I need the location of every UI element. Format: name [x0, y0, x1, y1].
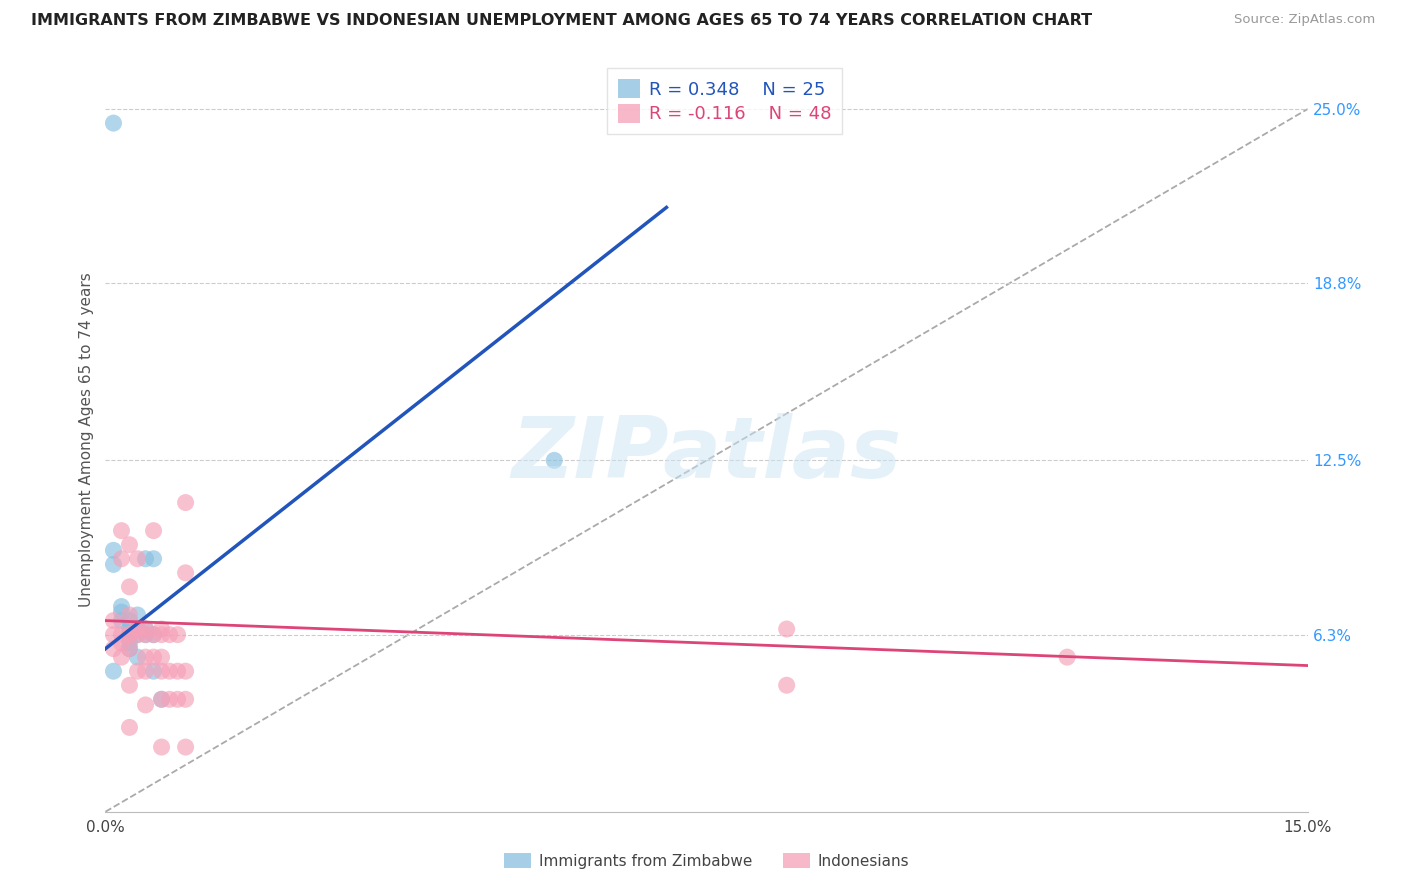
- Point: [127, 627, 149, 641]
- Point: [166, 664, 188, 678]
- Point: [110, 599, 132, 614]
- Point: [103, 558, 125, 572]
- Point: [174, 495, 197, 509]
- Point: [166, 692, 188, 706]
- Point: [127, 664, 149, 678]
- Point: [103, 116, 125, 130]
- Point: [166, 627, 188, 641]
- Point: [150, 650, 173, 665]
- Point: [174, 664, 197, 678]
- Point: [118, 627, 141, 641]
- Point: [110, 524, 132, 538]
- Point: [776, 678, 799, 692]
- Point: [127, 622, 149, 636]
- Point: [127, 627, 149, 641]
- Point: [150, 692, 173, 706]
- Point: [103, 641, 125, 656]
- Text: Source: ZipAtlas.com: Source: ZipAtlas.com: [1234, 13, 1375, 27]
- Point: [543, 453, 565, 467]
- Point: [127, 607, 149, 622]
- Point: [118, 538, 141, 552]
- Point: [174, 740, 197, 755]
- Point: [110, 614, 132, 628]
- Point: [118, 627, 141, 641]
- Point: [118, 636, 141, 650]
- Point: [103, 664, 125, 678]
- Point: [159, 664, 181, 678]
- Point: [135, 627, 157, 641]
- Point: [1056, 650, 1078, 665]
- Point: [174, 566, 197, 580]
- Point: [118, 720, 141, 734]
- Point: [150, 740, 173, 755]
- Point: [159, 627, 181, 641]
- Point: [127, 551, 149, 566]
- Point: [110, 551, 132, 566]
- Point: [118, 614, 141, 628]
- Point: [135, 698, 157, 712]
- Point: [118, 641, 141, 656]
- Point: [142, 524, 165, 538]
- Point: [118, 622, 141, 636]
- Point: [118, 607, 141, 622]
- Point: [135, 622, 157, 636]
- Point: [135, 622, 157, 636]
- Point: [142, 650, 165, 665]
- Y-axis label: Unemployment Among Ages 65 to 74 years: Unemployment Among Ages 65 to 74 years: [79, 272, 94, 607]
- Point: [135, 627, 157, 641]
- Point: [159, 692, 181, 706]
- Point: [135, 664, 157, 678]
- Point: [135, 650, 157, 665]
- Point: [127, 650, 149, 665]
- Point: [142, 551, 165, 566]
- Text: ZIPatlas: ZIPatlas: [512, 413, 901, 496]
- Point: [150, 664, 173, 678]
- Point: [118, 627, 141, 641]
- Point: [150, 692, 173, 706]
- Legend: Immigrants from Zimbabwe, Indonesians: Immigrants from Zimbabwe, Indonesians: [498, 847, 915, 875]
- Point: [142, 627, 165, 641]
- Point: [150, 627, 173, 641]
- Point: [110, 636, 132, 650]
- Point: [142, 664, 165, 678]
- Point: [110, 627, 132, 641]
- Point: [103, 627, 125, 641]
- Text: IMMIGRANTS FROM ZIMBABWE VS INDONESIAN UNEMPLOYMENT AMONG AGES 65 TO 74 YEARS CO: IMMIGRANTS FROM ZIMBABWE VS INDONESIAN U…: [31, 13, 1092, 29]
- Point: [118, 580, 141, 594]
- Point: [150, 622, 173, 636]
- Point: [110, 650, 132, 665]
- Point: [118, 641, 141, 656]
- Point: [103, 543, 125, 558]
- Point: [776, 622, 799, 636]
- Point: [174, 692, 197, 706]
- Point: [135, 551, 157, 566]
- Point: [110, 605, 132, 619]
- Point: [142, 627, 165, 641]
- Point: [103, 614, 125, 628]
- Point: [118, 678, 141, 692]
- Point: [118, 627, 141, 641]
- Point: [127, 622, 149, 636]
